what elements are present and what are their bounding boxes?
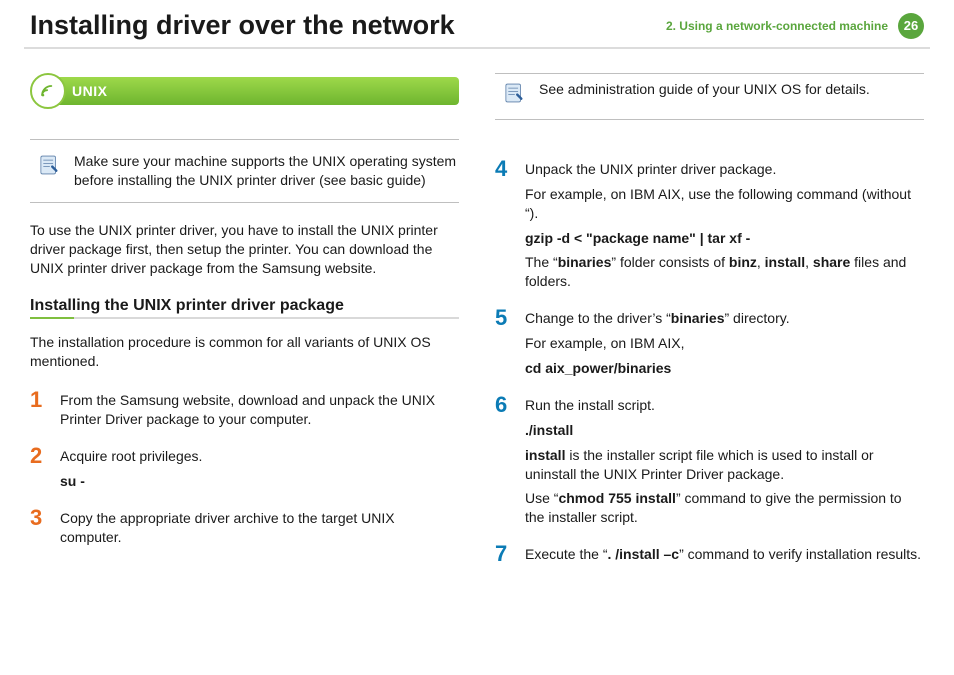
step-number: 5 (495, 307, 511, 376)
right-column: See administration guide of your UNIX OS… (495, 73, 924, 585)
step-text: For example, on IBM AIX, use the followi… (525, 185, 924, 223)
note-text: See administration guide of your UNIX OS… (539, 80, 870, 111)
step-3: 3 Copy the appropriate driver archive to… (30, 509, 459, 547)
step-command: gzip -d < "package name" | tar xf - (525, 229, 924, 248)
left-column: UNIX Make sure your machine supports the… (30, 73, 459, 585)
step-text: Change to the driver’s “binaries” direct… (525, 309, 790, 328)
step-text: Acquire root privileges. (60, 447, 202, 466)
step-command: cd aix_power/binaries (525, 359, 790, 378)
step-text: install is the installer script file whi… (525, 446, 924, 484)
page-body: UNIX Make sure your machine supports the… (0, 49, 954, 585)
step-number: 3 (30, 507, 46, 545)
step-text: From the Samsung website, download and u… (60, 391, 459, 429)
chapter-label: 2. Using a network-connected machine (666, 19, 888, 33)
page-header: Installing driver over the network 2. Us… (0, 0, 954, 47)
step-body: From the Samsung website, download and u… (60, 391, 459, 429)
step-body: Execute the “. /install –c” command to v… (525, 545, 921, 567)
note-text: Make sure your machine supports the UNIX… (74, 152, 459, 190)
step-4: 4 Unpack the UNIX printer driver package… (495, 160, 924, 291)
note-callout: See administration guide of your UNIX OS… (495, 73, 924, 120)
step-1: 1 From the Samsung website, download and… (30, 391, 459, 429)
step-text: For example, on IBM AIX, (525, 334, 790, 353)
step-5: 5 Change to the driver’s “binaries” dire… (495, 309, 924, 378)
step-command: ./install (525, 421, 924, 440)
step-7: 7 Execute the “. /install –c” command to… (495, 545, 924, 567)
step-text: Unpack the UNIX printer driver package. (525, 160, 924, 179)
step-text: Execute the “. /install –c” command to v… (525, 545, 921, 564)
section-label: UNIX (52, 77, 459, 105)
step-text: The “binaries” folder consists of binz, … (525, 253, 924, 291)
page-title: Installing driver over the network (30, 10, 666, 41)
note-callout: Make sure your machine supports the UNIX… (30, 139, 459, 203)
step-number: 2 (30, 445, 46, 489)
page-number-badge: 26 (898, 13, 924, 39)
step-body: Copy the appropriate driver archive to t… (60, 509, 459, 547)
step-command: su - (60, 472, 202, 491)
step-number: 6 (495, 394, 511, 525)
step-text: Use “chmod 755 install” command to give … (525, 489, 924, 527)
wifi-icon (30, 73, 66, 109)
note-icon (501, 80, 527, 111)
step-body: Unpack the UNIX printer driver package. … (525, 160, 924, 291)
subheading: Installing the UNIX printer driver packa… (30, 297, 459, 315)
intro-paragraph: To use the UNIX printer driver, you have… (30, 221, 459, 278)
step-number: 4 (495, 158, 511, 289)
step-body: Acquire root privileges. su - (60, 447, 202, 491)
step-body: Run the install script. ./install instal… (525, 396, 924, 527)
step-number: 1 (30, 389, 46, 427)
step-6: 6 Run the install script. ./install inst… (495, 396, 924, 527)
step-text: Run the install script. (525, 396, 924, 415)
step-body: Change to the driver’s “binaries” direct… (525, 309, 790, 378)
subheading-rule (30, 317, 459, 319)
step-number: 7 (495, 543, 511, 565)
note-icon (36, 152, 62, 190)
step-text: Copy the appropriate driver archive to t… (60, 509, 459, 547)
step-2: 2 Acquire root privileges. su - (30, 447, 459, 491)
subintro-paragraph: The installation procedure is common for… (30, 333, 459, 371)
section-header: UNIX (30, 73, 459, 109)
